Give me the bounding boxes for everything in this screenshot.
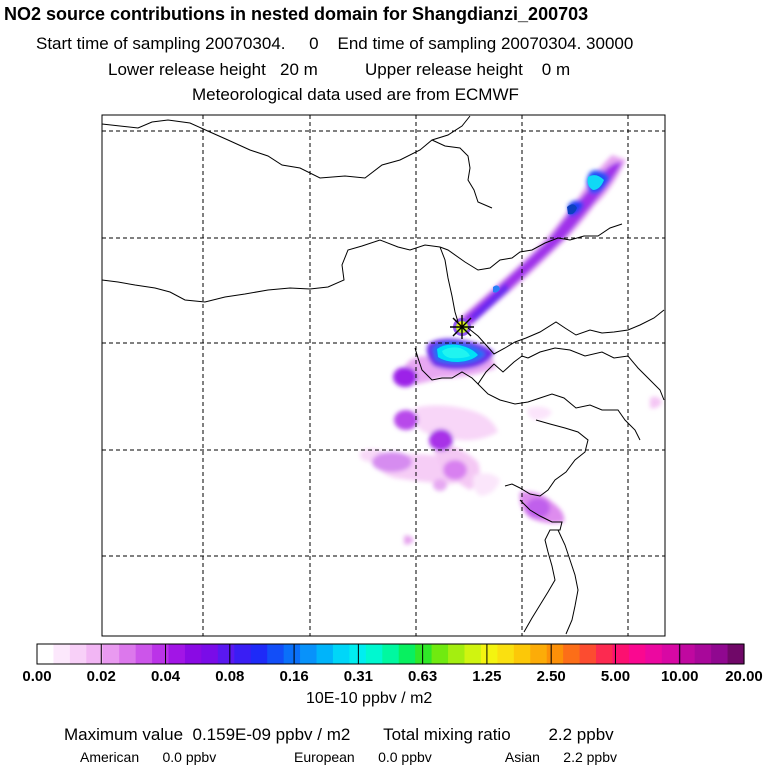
end-time: 20070304. 30000: [500, 34, 634, 53]
colorbar-segment: [398, 644, 416, 664]
region-value: 0.0 ppbv: [162, 749, 217, 765]
colorbar-segment: [579, 644, 597, 664]
colorbar-segment: [694, 644, 712, 664]
colorbar-segment: [316, 644, 334, 664]
colorbar-tick-label: 10.00: [660, 668, 699, 685]
colorbar-tick-label: 2.50: [536, 668, 566, 685]
colorbar-segment: [300, 644, 318, 664]
colorbar-tick-label: 20.00: [725, 668, 763, 685]
lower-release-value: 20 m: [280, 60, 318, 79]
colorbar-tick-label: 0.00: [22, 668, 52, 685]
colorbar-segment: [448, 644, 466, 664]
start-label: Start time of sampling: [36, 34, 201, 53]
colorbar-segment: [727, 644, 745, 664]
colorbar-segment: [628, 644, 646, 664]
colorbar-segment: [152, 644, 170, 664]
colorbar-segment: [464, 644, 482, 664]
colorbar-frame: [36, 643, 745, 665]
colorbar-segment: [234, 644, 252, 664]
colorbar-segment: [250, 644, 268, 664]
colorbar-segment: [102, 644, 120, 664]
colorbar-segment: [267, 644, 285, 664]
chart-title: NO2 source contributions in nested domai…: [4, 4, 589, 24]
units-label: 10E-10 ppbv / m2: [306, 690, 433, 707]
colorbar-segment: [497, 644, 515, 664]
max-value-line: Maximum value 0.159E-09 ppbv / m2 Total …: [64, 725, 614, 745]
colorbar-segment: [513, 644, 531, 664]
colorbar-tick-label: 1.25: [472, 668, 502, 685]
colorbar-segment: [480, 644, 498, 664]
region-name: Asian: [504, 749, 540, 765]
colorbar-segment: [431, 644, 449, 664]
max-value: 0.159E-09 ppbv / m2: [192, 725, 351, 744]
grid: [102, 115, 665, 636]
colorbar-segment: [201, 644, 219, 664]
regional-contributions: American 0.0 ppbv European 0.0 ppbv Asia…: [80, 749, 617, 765]
colorbar-segment: [546, 644, 564, 664]
end-label: End time of sampling: [337, 34, 497, 53]
colorbar-segment: [645, 644, 663, 664]
start-time: 20070304. 0: [205, 34, 319, 53]
colorbar-segment: [217, 644, 235, 664]
release-site-marker: [450, 315, 474, 339]
region-name: European: [294, 749, 355, 765]
colorbar-segment: [37, 644, 55, 664]
colorbar-segment: [135, 644, 153, 664]
colorbar-segment: [168, 644, 186, 664]
colorbar-segment: [332, 644, 350, 664]
colorbar-segment: [382, 644, 400, 664]
colorbar-tick-label: 0.02: [86, 668, 116, 685]
region-name: American: [80, 749, 140, 765]
met-data-line: Meteorological data used are from ECMWF: [192, 85, 519, 104]
colorbar-segment: [415, 644, 433, 664]
colorbar-segment: [69, 644, 87, 664]
colorbar: [37, 644, 745, 664]
colorbar-tick-label: 5.00: [600, 668, 631, 685]
total-mixing-label: Total mixing ratio: [383, 725, 511, 744]
colorbar-segment: [530, 644, 548, 664]
release-height-line: Lower release height 20 m Upper release …: [108, 60, 570, 80]
colorbar-tick-label: 0.16: [279, 668, 309, 685]
colorbar-segment: [678, 644, 696, 664]
upper-release-value: 0 m: [541, 60, 571, 79]
colorbar-segment: [661, 644, 679, 664]
colorbar-tick-label: 0.04: [150, 668, 181, 685]
concentration-field: [360, 155, 662, 545]
colorbar-segment: [119, 644, 137, 664]
colorbar-segment: [711, 644, 729, 664]
colorbar-segment: [53, 644, 71, 664]
colorbar-tick-label: 0.08: [215, 668, 245, 685]
colorbar-segment: [563, 644, 581, 664]
colorbar-segment: [283, 644, 301, 664]
colorbar-tick-label: 0.31: [343, 668, 373, 685]
colorbar-segment: [86, 644, 104, 664]
upper-release-label: Upper release height: [365, 60, 523, 79]
total-mixing-value: 2.2 ppbv: [548, 725, 614, 744]
colorbar-segment: [596, 644, 614, 664]
colorbar-segment: [365, 644, 383, 664]
region-value: 0.0 ppbv: [378, 749, 432, 765]
sampling-time-line: Start time of sampling 20070304. 0 End t…: [36, 34, 633, 54]
lower-release-label: Lower release height: [108, 60, 266, 79]
coastlines: [101, 115, 665, 635]
colorbar-tick-label: 0.63: [408, 668, 438, 685]
max-value-label: Maximum value: [64, 725, 184, 744]
region-value: 2.2 ppbv: [563, 749, 618, 765]
colorbar-segment: [184, 644, 203, 664]
colorbar-segment: [612, 644, 630, 664]
map-frame: [101, 114, 666, 637]
